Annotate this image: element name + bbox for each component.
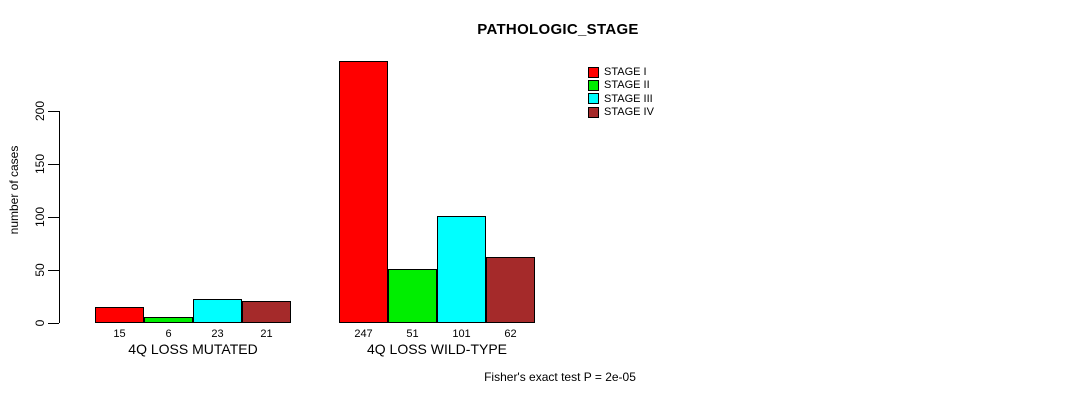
y-axis-tick-label: 200 [33,100,47,122]
stat-note: Fisher's exact test P = 2e-05 [484,370,636,384]
legend-swatch [588,66,599,78]
y-axis-tick [48,323,59,324]
bar [95,307,144,323]
legend-item: STAGE III [588,93,653,105]
legend-item: STAGE II [588,79,650,91]
bar-value-label: 15 [113,328,126,340]
legend-swatch [588,106,599,118]
legend-swatch [588,79,599,91]
bar [437,216,486,323]
legend-label: STAGE III [604,92,653,105]
legend-swatch [588,93,599,105]
bar [144,317,193,323]
bar-value-label: 21 [260,328,273,340]
bar [339,61,388,323]
y-axis-tick [48,111,59,112]
y-axis-tick [48,217,59,218]
bar-value-label: 6 [165,328,172,340]
category-label: 4Q LOSS MUTATED [128,341,258,357]
y-axis-tick-label: 0 [33,319,47,327]
y-axis-tick [48,164,59,165]
bar-value-label: 51 [406,328,419,340]
y-axis-label: number of cases [7,145,21,235]
y-axis-tick [48,270,59,271]
bar-value-label: 23 [211,328,224,340]
bar [242,301,291,323]
bar-value-label: 101 [452,328,471,340]
bar-value-label: 247 [354,328,373,340]
legend-item: STAGE IV [588,106,654,118]
legend-label: STAGE I [604,66,647,78]
category-label: 4Q LOSS WILD-TYPE [366,341,508,357]
legend-label: STAGE II [604,79,650,92]
bar-value-label: 62 [504,328,517,340]
y-axis-tick-label: 150 [33,153,47,175]
chart-title: PATHOLOGIC_STAGE [477,21,639,38]
legend-label: STAGE IV [604,106,654,119]
bar [486,257,535,323]
bar [193,299,242,323]
y-axis-line [59,111,60,323]
y-axis-tick-label: 50 [33,263,47,277]
legend-item: STAGE I [588,66,647,78]
y-axis-tick-label: 100 [33,206,47,228]
bar [388,269,437,323]
